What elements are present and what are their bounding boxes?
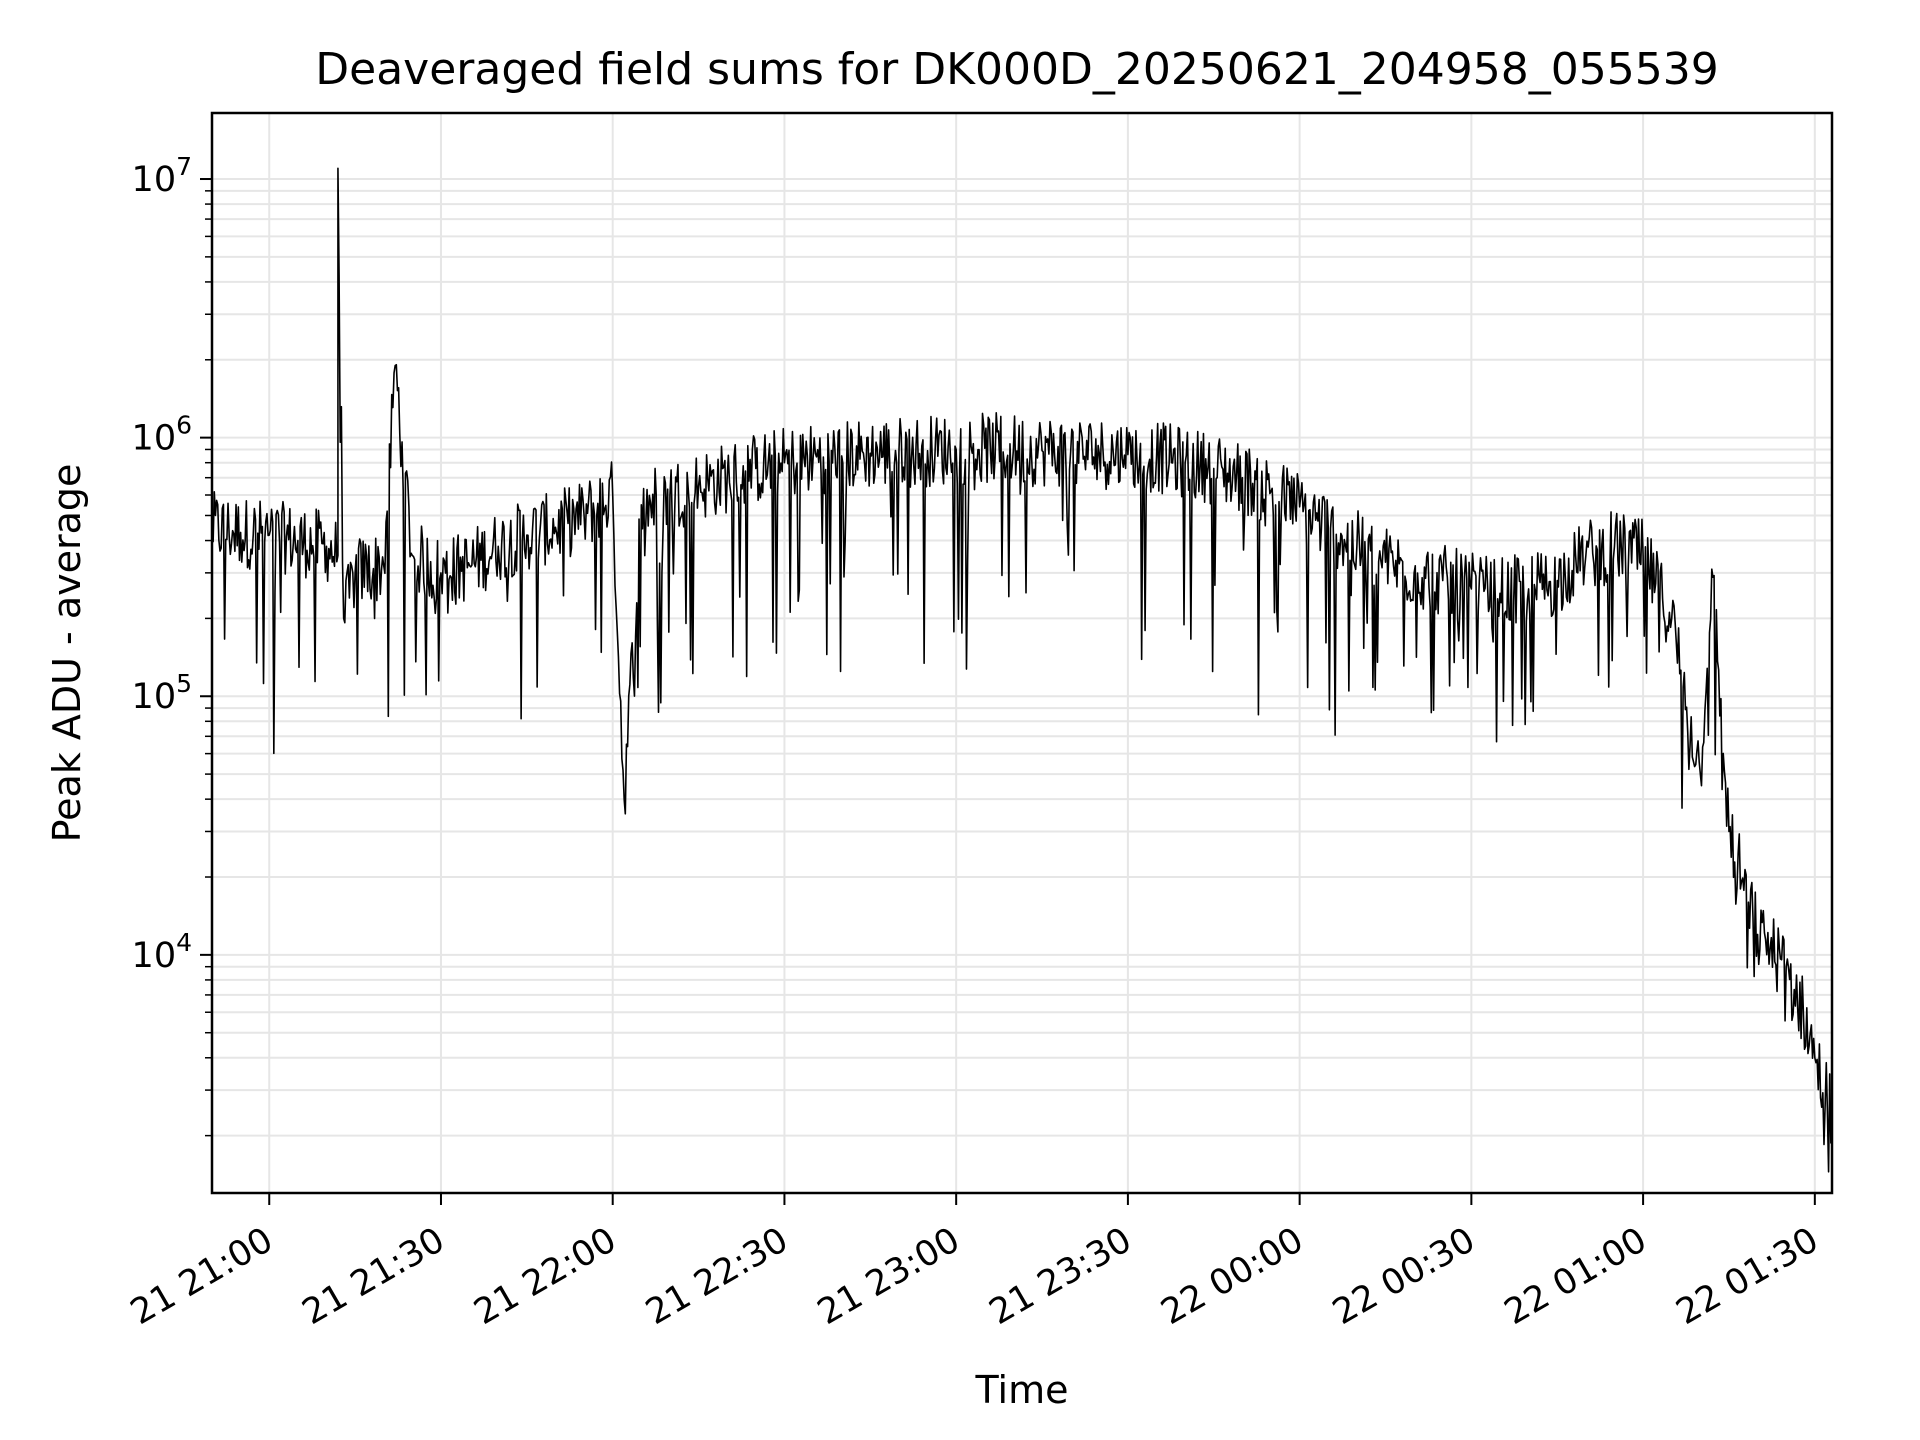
y-tick-label: 104 — [132, 928, 192, 976]
chart-title: Deaveraged field sums for DK000D_2025062… — [315, 44, 1718, 95]
series-line — [211, 167, 1833, 1173]
y-tick-label: 107 — [132, 152, 192, 200]
grid — [212, 113, 1832, 1193]
plot-frame — [210, 111, 1834, 1195]
data-series — [211, 167, 1833, 1173]
x-axis-label: Time — [975, 1368, 1069, 1412]
y-axis-label: Peak ADU - average — [45, 464, 89, 843]
y-axis: 104 105 106 107 — [132, 152, 212, 1137]
y-tick-label: 105 — [132, 669, 192, 717]
y-tick-label: 106 — [132, 411, 192, 459]
